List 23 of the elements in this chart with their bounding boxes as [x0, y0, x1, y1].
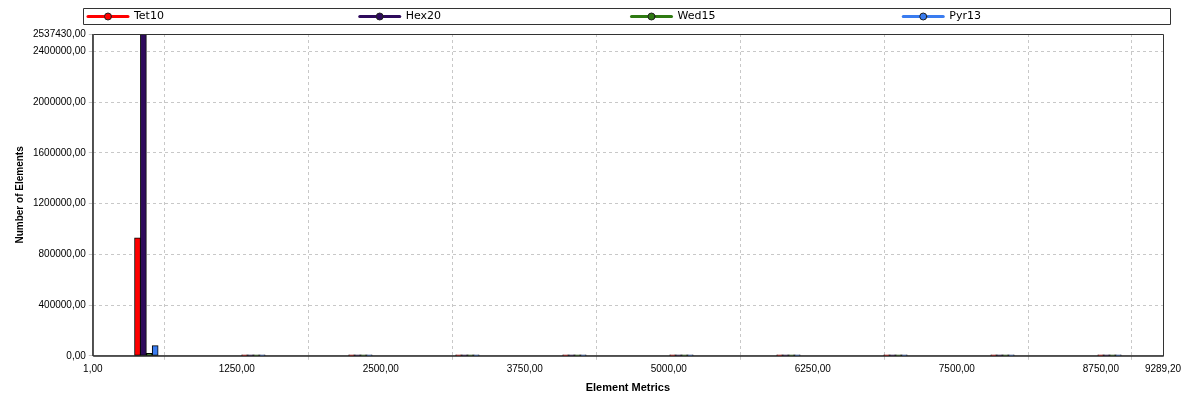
y-tick-label: 1200000,00	[32, 197, 87, 209]
y-tick-label: 1600000,00	[32, 146, 87, 158]
y-tick-label: 0,00	[66, 349, 87, 361]
y-tick-label: 800000,00	[38, 248, 87, 260]
x-axis-title: Element Metrics	[585, 381, 671, 394]
legend-label: Pyr13	[949, 9, 981, 23]
y-tick-label: 2000000,00	[32, 95, 87, 107]
x-tick-label: 9289,20	[1144, 362, 1182, 374]
x-tick-label: 1250,00	[218, 362, 256, 374]
legend-label: Wed15	[677, 9, 716, 23]
x-tick-label: 2500,00	[362, 362, 400, 374]
y-tick-label: 400000,00	[38, 298, 87, 310]
x-tick-label: 3750,00	[506, 362, 544, 374]
legend-label: Hex20	[405, 9, 442, 23]
x-tick-label: 5000,00	[650, 362, 688, 374]
x-tick-label: 6250,00	[794, 362, 832, 374]
legend-label: Tet10	[133, 9, 164, 23]
y-tick-label: 2537430,00	[32, 27, 87, 39]
x-tick-label: 1,00	[83, 362, 103, 374]
y-tick-label: 2400000,00	[32, 45, 87, 57]
x-tick-label: 8750,00	[1082, 362, 1120, 374]
y-axis-title: Number of Elements	[13, 145, 25, 244]
x-tick-label: 7500,00	[938, 362, 976, 374]
